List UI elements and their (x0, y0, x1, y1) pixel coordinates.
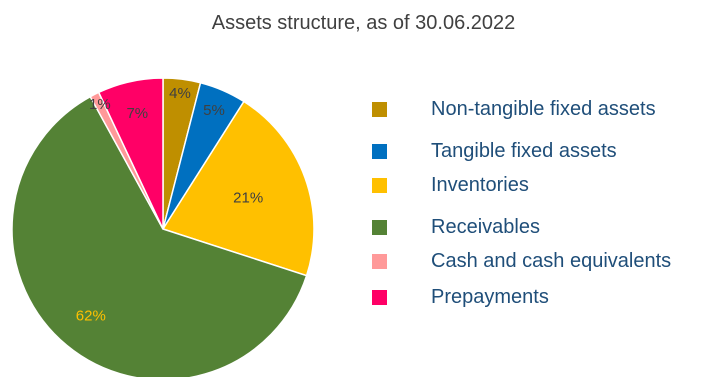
slice-label: 4% (169, 85, 191, 102)
legend-item: Non-tangible fixed assets (372, 96, 727, 122)
legend-swatch (372, 101, 387, 117)
slice-label: 21% (233, 189, 263, 206)
legend-item: Receivables (372, 214, 727, 240)
legend-item: Prepayments (372, 284, 727, 310)
legend-swatch (372, 143, 387, 159)
chart-title: Assets structure, as of 30.06.2022 (211, 12, 516, 34)
slice-label: 7% (126, 105, 148, 122)
pie-slice-inventories (161, 100, 315, 277)
legend-label: Cash and cash equivalents (431, 249, 672, 272)
legend-label: Non-tangible fixed assets (431, 97, 656, 120)
legend-label: Tangible fixed assets (431, 139, 617, 162)
legend-item: Cash and cash equivalents (372, 248, 727, 274)
slice-label: 62% (76, 307, 106, 324)
legend-label: Prepayments (431, 285, 549, 308)
pie-slice-receivables (11, 95, 308, 377)
legend-label: Receivables (431, 215, 540, 238)
pie-slice-prepayments (97, 77, 164, 230)
legend-item: Inventories (372, 172, 727, 198)
legend-swatch (372, 289, 387, 305)
pie-chart: 4% 5% 21% 62% 1% 7% (11, 77, 315, 377)
legend-swatch (372, 253, 387, 269)
legend-swatch (372, 177, 387, 193)
legend-swatch (372, 219, 387, 235)
slice-label: 5% (203, 102, 225, 119)
slice-label: 1% (89, 96, 111, 113)
legend-label: Inventories (431, 173, 529, 196)
legend-item: Tangible fixed assets (372, 138, 727, 164)
